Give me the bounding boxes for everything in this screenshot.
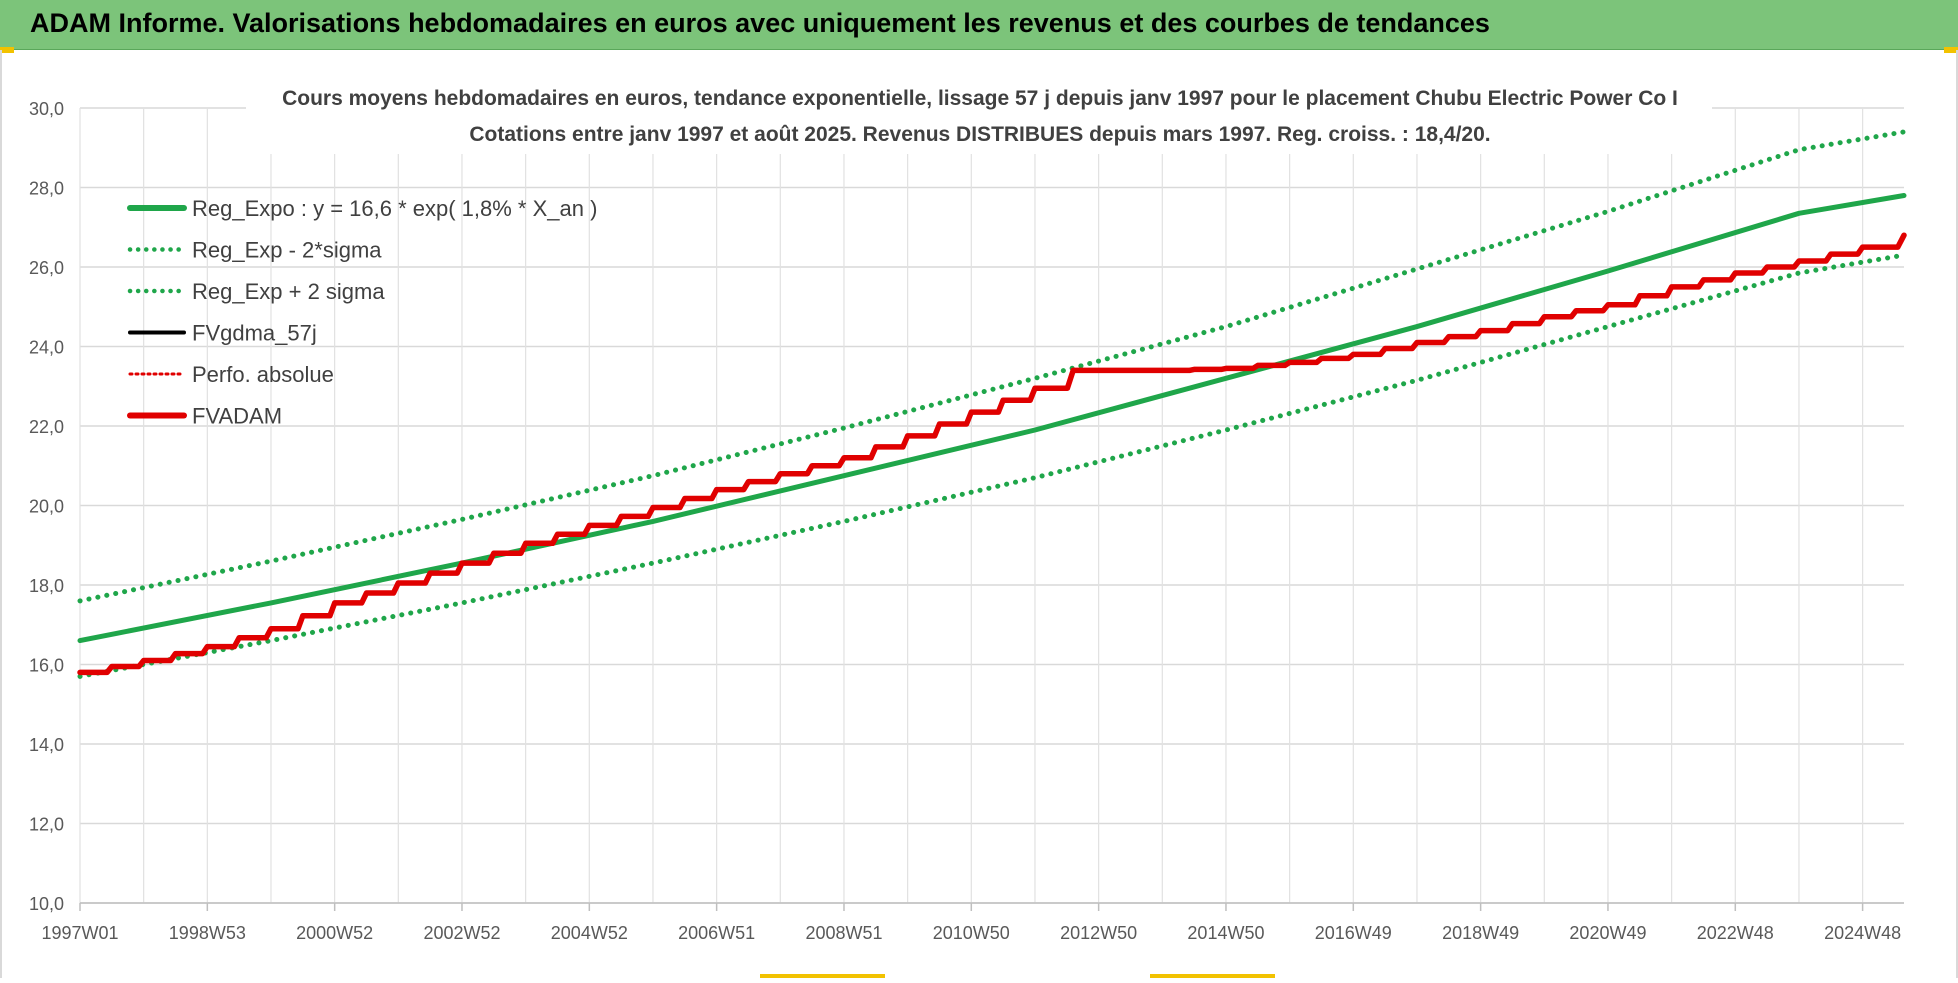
x-tick-label: 2012W50 (1060, 923, 1137, 943)
legend-label-4: Perfo. absolue (192, 362, 334, 387)
axis-layer: 10,0 12,0 14,0 16,0 18,0 20,0 22,0 24,0 26,0 28,0… (29, 99, 1904, 943)
x-tick-label: 2020W49 (1569, 923, 1646, 943)
x-tick-label: 2006W51 (678, 923, 755, 943)
y-tick-label: 10,0 (29, 894, 64, 914)
series-line-5 (77, 232, 1907, 676)
chart-area: 10,0 12,0 14,0 16,0 18,0 20,0 22,0 24,0 26,0 28,0… (0, 50, 1958, 978)
legend-label-0: Reg_Expo : y = 16,6 * exp( 1,8% * X_an ) (192, 196, 597, 221)
y-tick-label: 28,0 (29, 179, 64, 199)
x-tick-label: 2010W50 (933, 923, 1010, 943)
legend-label-2: Reg_Exp + 2 sigma (192, 279, 385, 304)
x-tick-label: 2024W48 (1824, 923, 1901, 943)
x-tick-label: 2016W49 (1315, 923, 1392, 943)
x-tick-label: 2022W48 (1697, 923, 1774, 943)
line-chart: 10,0 12,0 14,0 16,0 18,0 20,0 22,0 24,0 26,0 28,0… (29, 80, 1907, 943)
x-tick-label: 2018W49 (1442, 923, 1519, 943)
x-tick-label: 2004W52 (551, 923, 628, 943)
y-tick-label: 16,0 (29, 656, 64, 676)
legend-label-3: FVgdma_57j (192, 321, 317, 346)
x-tick-label: 1997W01 (41, 923, 118, 943)
chart-title-line-1: Cours moyens hebdomadaires en euros, ten… (282, 87, 1678, 110)
y-tick-label: 12,0 (29, 815, 64, 835)
y-tick-label: 24,0 (29, 338, 64, 358)
y-tick-label: 14,0 (29, 735, 64, 755)
bottom-marker-2 (1150, 974, 1275, 978)
chart-title-background (246, 80, 1712, 154)
x-tick-label: 1998W53 (169, 923, 246, 943)
bottom-marker-1 (760, 974, 885, 978)
series-layer (77, 129, 1907, 679)
series-line-0 (77, 193, 1907, 644)
y-tick-label: 22,0 (29, 417, 64, 437)
grid-layer (79, 107, 1904, 904)
x-tick-label: 2008W51 (805, 923, 882, 943)
series-line-2 (77, 129, 1907, 604)
y-tick-label: 30,0 (29, 99, 64, 119)
legend-label-5: FVADAM (192, 404, 282, 429)
corner-marker-left (0, 47, 14, 53)
page-title: ADAM Informe. Valorisations hebdomadaire… (30, 8, 1490, 38)
y-tick-label: 26,0 (29, 258, 64, 278)
corner-marker-right (1944, 47, 1958, 53)
chart-title-line-2: Cotations entre janv 1997 et août 2025. … (469, 123, 1490, 146)
chart-title-block: Cours moyens hebdomadaires en euros, ten… (246, 80, 1712, 154)
x-tick-label: 2002W52 (423, 923, 500, 943)
legend: Reg_Expo : y = 16,6 * exp( 1,8% * X_an )… (127, 196, 597, 429)
legend-label-1: Reg_Exp - 2*sigma (192, 238, 382, 263)
series-line-1 (77, 252, 1907, 679)
x-tick-label: 2000W52 (296, 923, 373, 943)
y-tick-label: 18,0 (29, 576, 64, 596)
x-tick-label: 2014W50 (1187, 923, 1264, 943)
y-tick-label: 20,0 (29, 497, 64, 517)
header-bar: ADAM Informe. Valorisations hebdomadaire… (0, 0, 1958, 50)
